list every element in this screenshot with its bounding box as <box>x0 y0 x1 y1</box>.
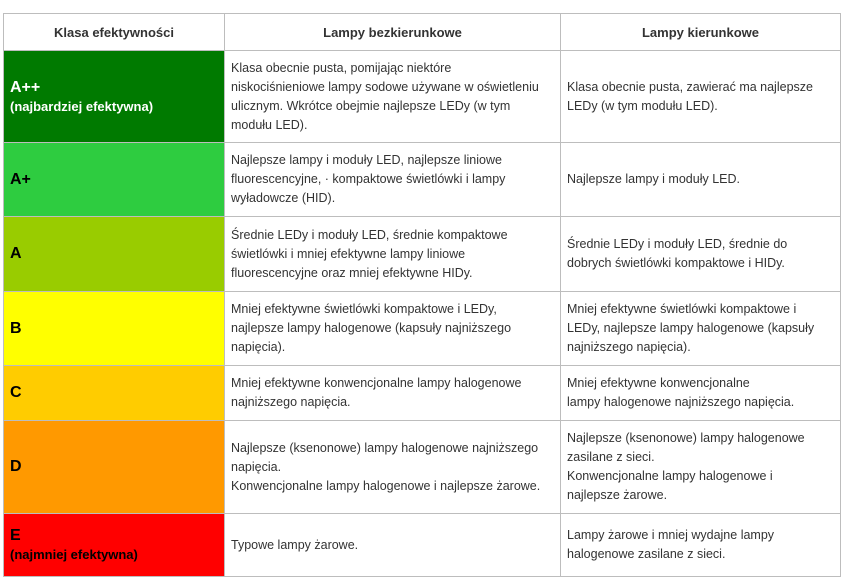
directional-text: Klasa obecnie pusta, zawierać ma najleps… <box>567 79 813 113</box>
directional-cell: Najlepsze lampy i moduły LED. <box>560 142 841 217</box>
non-directional-cell: Mniej efektywne konwencjonalne lampy hal… <box>224 365 561 421</box>
class-label: E <box>10 527 21 544</box>
directional-text: Najlepsze (ksenonowe) lampy halogenowe z… <box>567 431 805 502</box>
directional-text: Mniej efektywne świetlówki kompaktowe i … <box>567 302 815 354</box>
table-row: A Średnie LEDy i moduły LED, średnie kom… <box>3 216 841 292</box>
class-label: C <box>10 384 22 401</box>
class-label: A+ <box>10 170 31 188</box>
class-subtitle: (najmniej efektywna) <box>10 547 138 562</box>
directional-cell: Lampy żarowe i mniej wydajne lampy halog… <box>560 513 841 577</box>
header-directional-lamps: Lampy kierunkowe <box>560 13 841 51</box>
class-cell: A++ (najbardziej efektywna) <box>3 50 225 143</box>
header-non-directional-lamps: Lampy bezkierunkowe <box>224 13 561 51</box>
table-row: A+ Najlepsze lampy i moduły LED, najleps… <box>3 142 841 217</box>
non-directional-text: Klasa obecnie pusta, pomijając niektóre … <box>231 60 539 132</box>
directional-cell: Mniej efektywne konwencjonalne lampy hal… <box>560 365 841 421</box>
efficiency-table: Klasa efektywności Lampy bezkierunkowe L… <box>3 13 841 577</box>
directional-text: Najlepsze lampy i moduły LED. <box>567 172 740 186</box>
non-directional-text: Najlepsze (ksenonowe) lampy halogenowe n… <box>231 440 541 493</box>
header-efficiency-class: Klasa efektywności <box>3 13 225 51</box>
directional-cell: Najlepsze (ksenonowe) lampy halogenowe z… <box>560 420 841 514</box>
class-label: D <box>10 458 22 475</box>
non-directional-text: Mniej efektywne konwencjonalne lampy hal… <box>231 376 522 409</box>
table-row: E (najmniej efektywna) Typowe lampy żaro… <box>3 513 841 577</box>
table-row: D Najlepsze (ksenonowe) lampy halogenowe… <box>3 420 841 514</box>
non-directional-text: Typowe lampy żarowe. <box>231 537 359 552</box>
directional-cell: Średnie LEDy i moduły LED, średnie do do… <box>560 216 841 292</box>
class-cell: C <box>3 365 225 421</box>
non-directional-cell: Mniej efektywne świetlówki kompaktowe i … <box>224 291 561 366</box>
table-row: A++ (najbardziej efektywna) Klasa obecni… <box>3 50 841 143</box>
class-label: A++ <box>10 78 41 96</box>
directional-text: Średnie LEDy i moduły LED, średnie do do… <box>567 237 788 270</box>
non-directional-cell: Klasa obecnie pusta, pomijając niektóre … <box>224 50 561 143</box>
non-directional-text: Mniej efektywne świetlówki kompaktowe i … <box>231 302 512 354</box>
non-directional-cell: Średnie LEDy i moduły LED, średnie kompa… <box>224 216 561 292</box>
table-row: B Mniej efektywne świetlówki kompaktowe … <box>3 291 841 366</box>
non-directional-text: Najlepsze lampy i moduły LED, najlepsze … <box>231 153 506 205</box>
non-directional-cell: Typowe lampy żarowe. <box>224 513 561 577</box>
class-label: B <box>10 319 22 337</box>
directional-cell: Mniej efektywne świetlówki kompaktowe i … <box>560 291 841 366</box>
class-cell: D <box>3 420 225 514</box>
class-cell: E (najmniej efektywna) <box>3 513 225 577</box>
class-cell: B <box>3 291 225 366</box>
class-cell: A <box>3 216 225 292</box>
non-directional-cell: Najlepsze lampy i moduły LED, najlepsze … <box>224 142 561 217</box>
non-directional-text: Średnie LEDy i moduły LED, średnie kompa… <box>231 227 508 280</box>
class-cell: A+ <box>3 142 225 217</box>
directional-text: Lampy żarowe i mniej wydajne lampy halog… <box>567 528 775 561</box>
class-label: A <box>10 245 22 262</box>
class-subtitle: (najbardziej efektywna) <box>10 98 154 114</box>
directional-text: Mniej efektywne konwencjonalne lampy hal… <box>567 376 795 409</box>
non-directional-cell: Najlepsze (ksenonowe) lampy halogenowe n… <box>224 420 561 514</box>
directional-cell: Klasa obecnie pusta, zawierać ma najleps… <box>560 50 841 143</box>
table-header-row: Klasa efektywności Lampy bezkierunkowe L… <box>3 13 841 51</box>
table-row: C Mniej efektywne konwencjonalne lampy h… <box>3 365 841 421</box>
